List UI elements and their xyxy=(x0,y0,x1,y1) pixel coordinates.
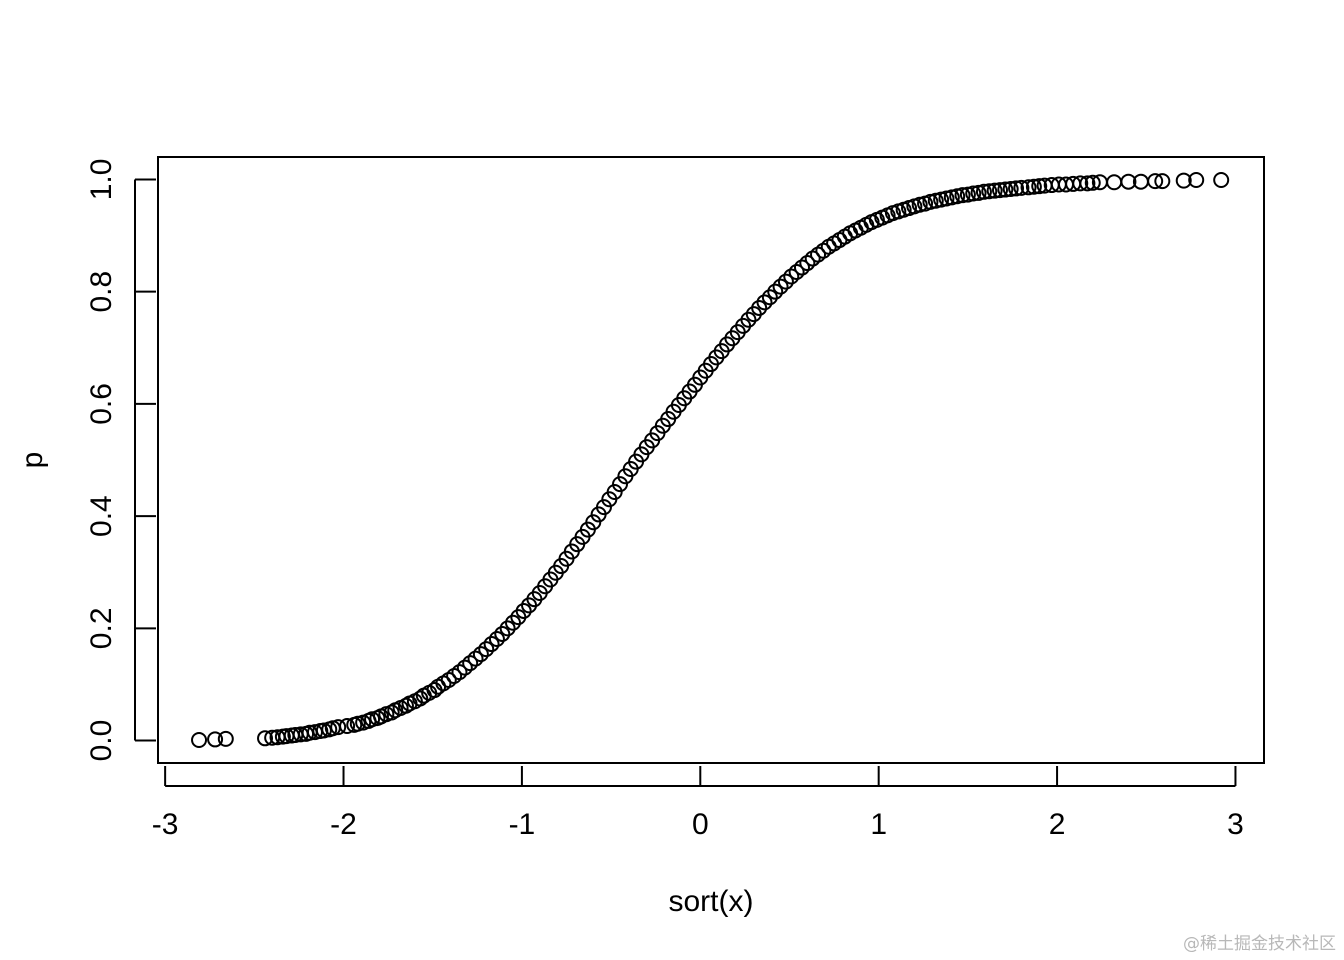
data-point xyxy=(1079,175,1096,192)
data-point xyxy=(1106,174,1123,191)
x-axis: -3 -2 -1 0 1 2 3 xyxy=(152,766,1244,841)
data-point xyxy=(799,255,816,272)
y-tick-label: 0.0 xyxy=(85,720,118,762)
data-point xyxy=(1084,174,1101,191)
data-point xyxy=(975,183,992,200)
data-point xyxy=(1013,179,1030,196)
plot-frame xyxy=(157,156,1265,764)
data-point xyxy=(383,704,400,721)
data-point xyxy=(981,183,998,200)
y-tick-label: 0.8 xyxy=(85,271,118,313)
y-tick-label: 0.6 xyxy=(85,383,118,425)
data-point xyxy=(499,620,516,637)
data-point xyxy=(606,483,623,500)
data-point xyxy=(330,719,347,736)
data-point xyxy=(612,476,629,493)
data-point xyxy=(1002,180,1019,197)
data-point xyxy=(793,259,810,276)
data-point xyxy=(462,655,479,672)
data-point xyxy=(467,650,484,667)
data-point xyxy=(595,499,612,516)
data-point xyxy=(1120,173,1137,190)
data-point xyxy=(756,294,773,311)
watermark: @稀土掘金技术社区 xyxy=(1183,934,1336,954)
x-tick-label: 0 xyxy=(692,808,709,841)
x-axis-title: sort(x) xyxy=(669,885,754,918)
y-tick-label: 0.2 xyxy=(85,607,118,649)
points-layer xyxy=(191,172,1230,748)
data-point xyxy=(772,278,789,295)
data-point xyxy=(472,646,489,663)
x-tick-label: -1 xyxy=(509,808,536,841)
x-tick-label: 2 xyxy=(1049,808,1066,841)
data-point xyxy=(767,283,784,300)
data-point xyxy=(1175,172,1192,189)
data-point xyxy=(1072,175,1089,192)
x-tick-label: 3 xyxy=(1227,808,1244,841)
data-point xyxy=(777,273,794,290)
data-point xyxy=(397,697,414,714)
data-point xyxy=(1213,172,1230,189)
data-point xyxy=(1188,172,1205,189)
data-point xyxy=(965,185,982,202)
x-tick-label: 1 xyxy=(870,808,887,841)
data-point xyxy=(451,664,468,681)
data-point xyxy=(339,717,356,734)
data-point xyxy=(954,187,971,204)
data-point xyxy=(412,690,429,707)
y-tick-label: 1.0 xyxy=(85,159,118,201)
data-point xyxy=(1031,178,1048,195)
data-point xyxy=(494,625,511,642)
data-point xyxy=(986,182,1003,199)
data-point xyxy=(788,264,805,281)
data-point xyxy=(1020,179,1037,196)
data-point xyxy=(997,181,1014,198)
data-point xyxy=(488,630,505,647)
data-point xyxy=(504,614,521,631)
data-point xyxy=(483,636,500,653)
data-point xyxy=(217,730,234,747)
y-axis-title: p xyxy=(16,452,49,469)
data-point xyxy=(751,299,768,316)
data-point xyxy=(783,268,800,285)
data-point xyxy=(515,602,532,619)
data-point xyxy=(478,641,495,658)
data-point xyxy=(1025,178,1042,195)
y-axis: 0.0 0.2 0.4 0.6 0.8 1.0 xyxy=(85,159,156,762)
data-point xyxy=(1154,173,1171,190)
data-point xyxy=(1147,173,1164,190)
data-point xyxy=(585,514,602,531)
data-point xyxy=(257,730,274,747)
x-tick-label: -2 xyxy=(330,808,357,841)
data-point xyxy=(456,659,473,676)
data-point xyxy=(1008,180,1025,197)
data-point xyxy=(207,731,224,748)
y-tick-label: 0.4 xyxy=(85,495,118,537)
data-point xyxy=(740,311,757,328)
data-point xyxy=(991,182,1008,199)
data-point xyxy=(761,289,778,306)
x-tick-label: -3 xyxy=(152,808,179,841)
data-point xyxy=(191,731,208,748)
